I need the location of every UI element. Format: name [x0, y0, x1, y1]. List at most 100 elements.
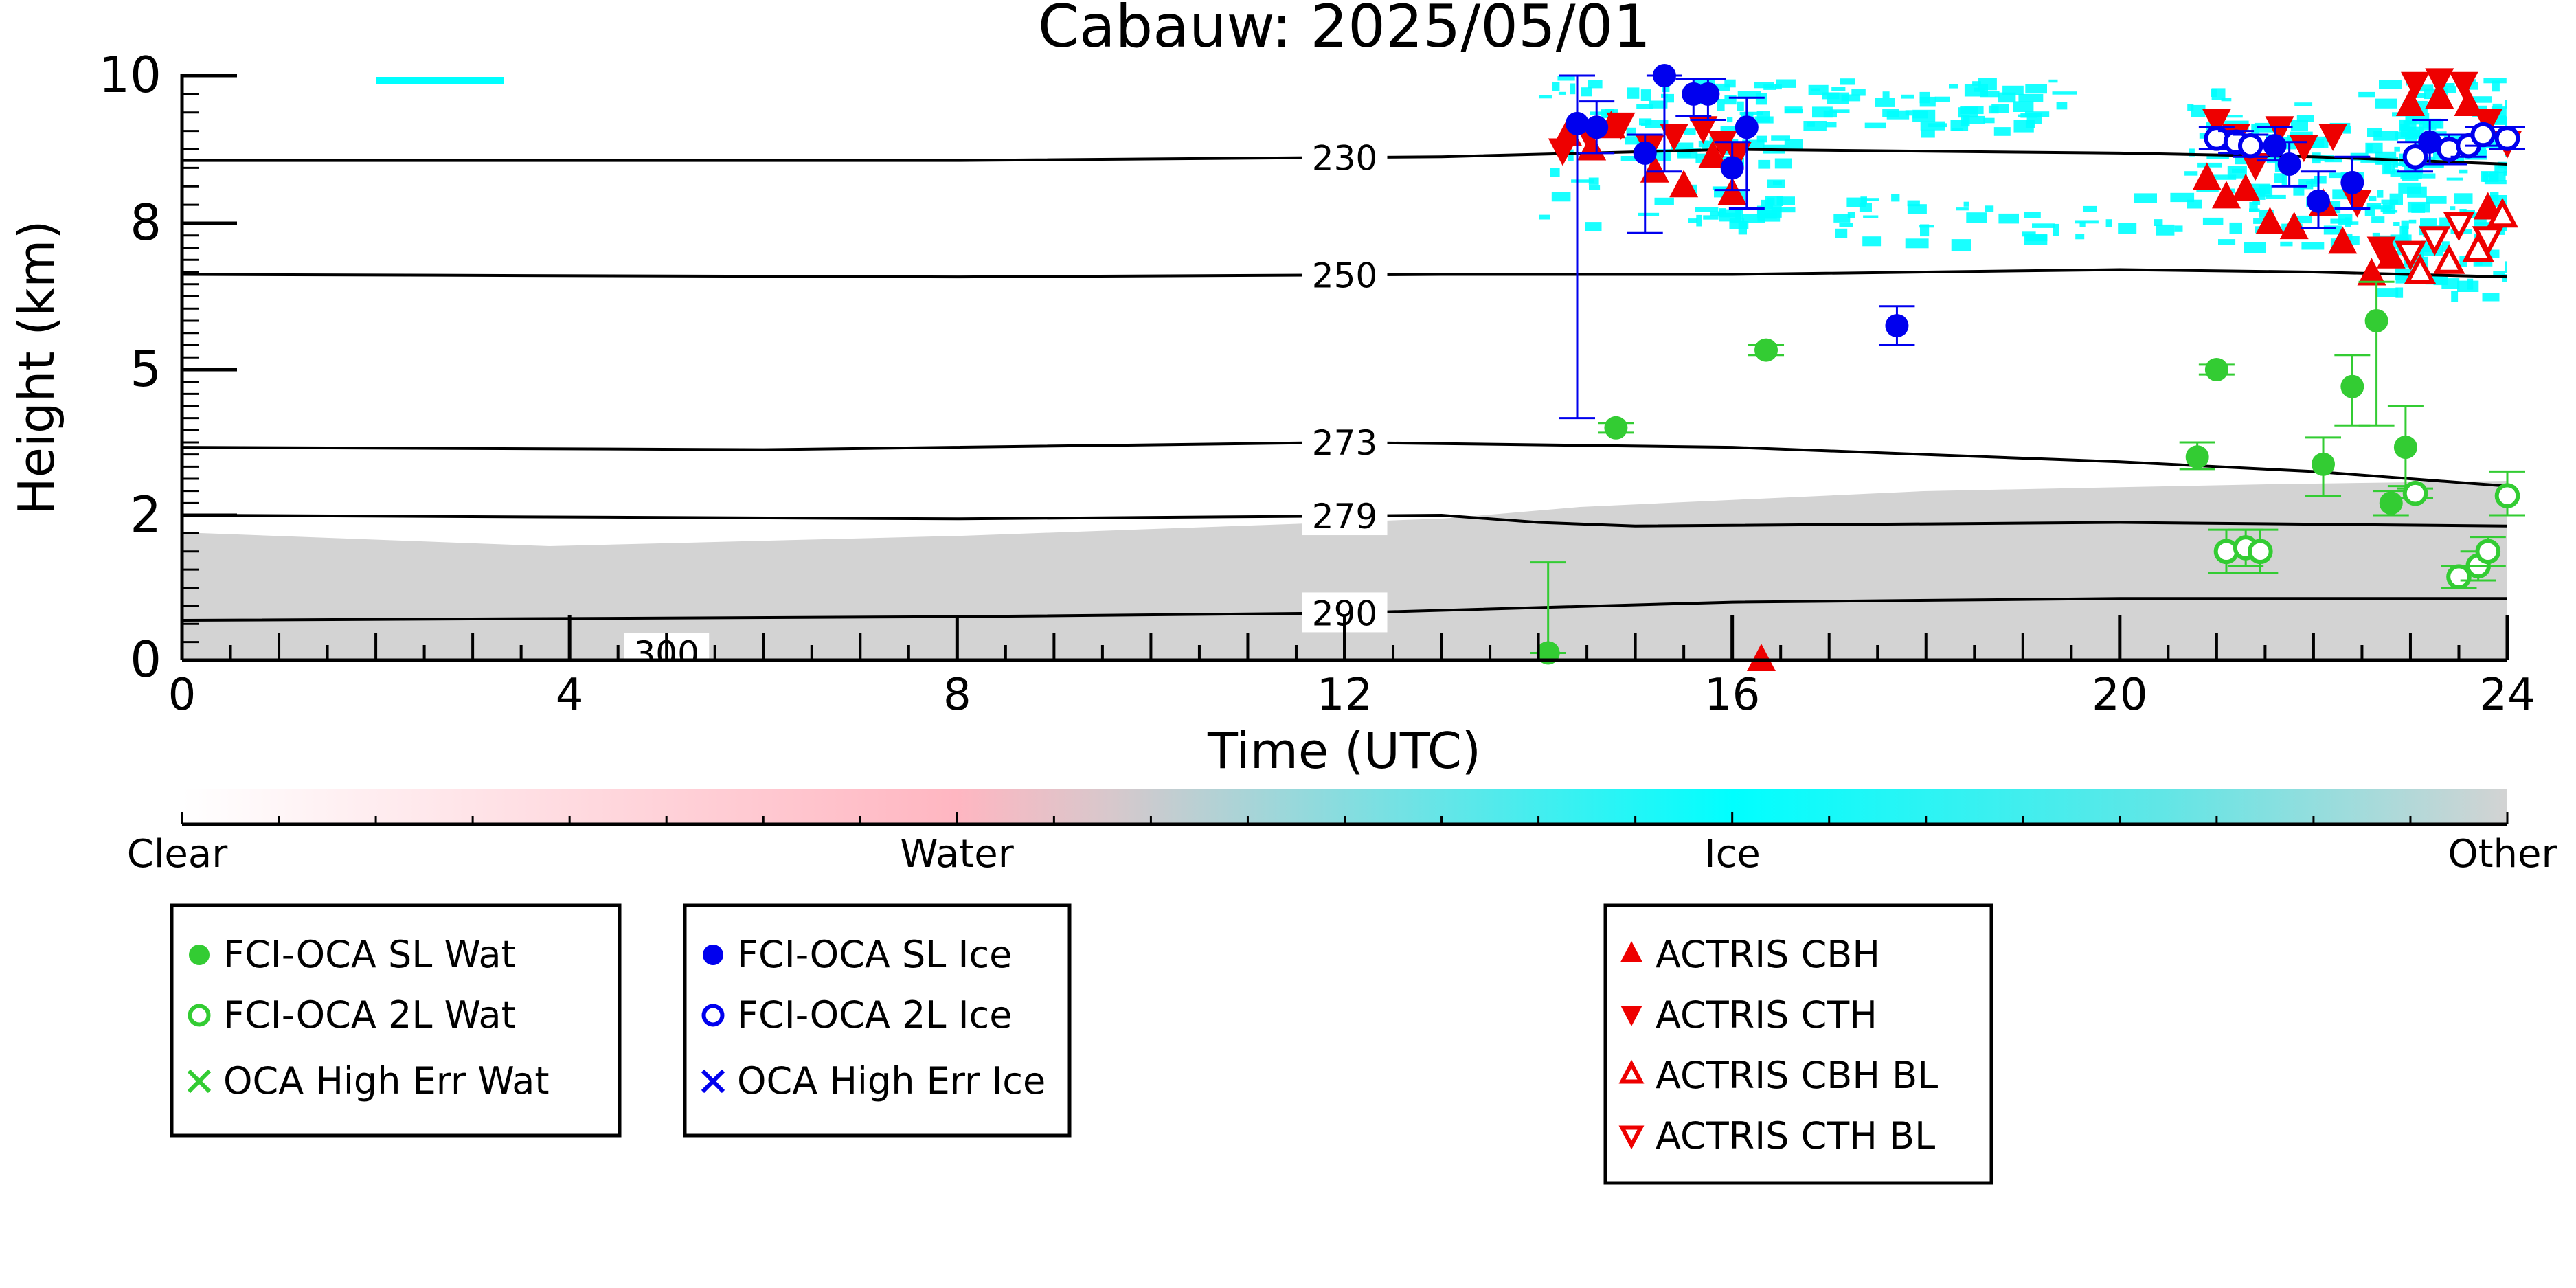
ice-pixel	[2411, 203, 2426, 213]
data-point	[2379, 491, 2403, 515]
data-series	[1530, 64, 2525, 671]
axes: 0 4 8 12 16 20 24 0 2 5 8 10	[98, 46, 2535, 721]
ice-pixel	[2280, 241, 2293, 247]
ice-pixel	[1649, 100, 1668, 109]
contour-line	[182, 440, 2507, 488]
data-point	[1669, 170, 1699, 198]
contour-label: 250	[1312, 256, 1377, 295]
ice-pixel	[2345, 221, 2359, 225]
ice-pixel	[2459, 169, 2468, 174]
ice-pixel	[2134, 193, 2157, 203]
data-point	[2394, 240, 2426, 271]
ice-pixel	[2184, 171, 2198, 176]
ice-pixel	[2412, 84, 2434, 92]
ice-pixel	[1841, 94, 1861, 102]
ice-pixel	[1847, 212, 1855, 218]
ice-pixel	[1711, 83, 1730, 91]
data-point	[2192, 162, 2222, 190]
ice-pixel	[2371, 216, 2385, 223]
ice-pixel	[1784, 106, 1803, 114]
ice-pixel	[2392, 169, 2399, 172]
data-point	[2393, 436, 2417, 460]
ice-pixel	[2075, 220, 2099, 224]
data-point	[1660, 124, 1689, 151]
ice-pixel	[1921, 129, 1935, 138]
ice-pixel	[1839, 223, 1853, 227]
data-point	[2185, 445, 2209, 469]
data-point	[2404, 253, 2437, 284]
ice-pixel	[2382, 164, 2395, 175]
data-point	[2472, 226, 2504, 256]
contour-line	[182, 597, 2507, 622]
ice-pixel	[1951, 239, 1971, 251]
ice-pixel	[1771, 207, 1796, 213]
ice-pixel	[1865, 198, 1879, 201]
ice-pixel	[2401, 220, 2409, 229]
ice-pixel	[2048, 79, 2058, 83]
ice-pixel	[1774, 84, 1782, 90]
data-point	[2340, 374, 2364, 398]
ice-pixel	[1718, 212, 1741, 218]
ice-pixel	[2441, 241, 2450, 252]
ice-pixel	[2018, 114, 2039, 117]
ice-pixel	[1717, 99, 1725, 111]
legend-label-cth: ACTRIS CTH	[1656, 993, 1877, 1037]
x-tick-label: 16	[1704, 670, 1760, 721]
ice-pixel	[2274, 173, 2285, 183]
ice-pixel	[1695, 207, 1719, 212]
data-point	[1548, 138, 1577, 166]
ice-pixel	[1552, 82, 1560, 91]
ice-pixel	[1761, 199, 1774, 210]
data-point	[2204, 358, 2228, 381]
ice-pixel	[1712, 186, 1730, 190]
ice-pixel	[2187, 104, 2194, 111]
ice-pixel	[1742, 214, 1765, 223]
ice-pixel	[2294, 102, 2313, 106]
contour-label-bg	[1302, 495, 1388, 536]
ice-pixel	[1907, 200, 1920, 207]
contour-label: 279	[1312, 497, 1377, 536]
ice-pixel	[1905, 238, 1929, 249]
ice-pixel	[1688, 218, 1698, 223]
legend-marker	[1618, 1059, 1645, 1084]
ice-pixel	[2053, 223, 2059, 236]
ice-pixel	[2156, 224, 2175, 236]
ice-pixel	[1754, 116, 1774, 124]
series-actris-cth-bl	[2394, 212, 2504, 271]
legend-marker	[188, 1004, 211, 1027]
y-tick-label: 5	[130, 340, 161, 398]
data-point	[2306, 189, 2330, 213]
x-tick-label: 0	[168, 670, 196, 721]
colorbar-label-ice: Ice	[1704, 832, 1761, 877]
ice-pixel	[1864, 122, 1886, 129]
ice-pixel	[1620, 156, 1638, 161]
data-point	[2328, 226, 2358, 254]
data-point	[1698, 140, 1728, 168]
ice-pixel	[1773, 181, 1782, 185]
ice-pixel	[1539, 95, 1552, 99]
ice-patch	[376, 77, 504, 84]
legend-label-sl-wat: FCI-OCA SL Wat	[223, 933, 516, 976]
contour-label-bg	[1302, 422, 1388, 462]
ice-pixel	[2324, 157, 2342, 163]
ice-pixel	[2503, 170, 2507, 176]
ice-pixel	[1627, 87, 1640, 99]
ice-pixel	[1568, 149, 1574, 161]
x-tick-label: 24	[2479, 670, 2535, 721]
ice-pixel	[2310, 178, 2318, 187]
legend-ice: FCI-OCA SL Ice FCI-OCA 2L Ice OCA High E…	[683, 903, 1072, 1138]
data-point	[2402, 144, 2428, 170]
ice-pixel	[1905, 110, 1912, 116]
ice-pixel	[2395, 287, 2404, 298]
data-point	[2211, 181, 2241, 209]
ice-pixel	[1901, 94, 1914, 99]
ice-pixel	[2105, 219, 2112, 227]
data-point	[1652, 64, 1676, 87]
ice-pixel	[2402, 226, 2408, 236]
ice-pixel	[1920, 121, 1945, 131]
data-point	[2237, 133, 2263, 159]
data-point	[1604, 416, 1628, 440]
ice-pixel	[2446, 177, 2463, 181]
data-point	[2366, 236, 2396, 264]
ice-pixel	[2467, 278, 2474, 290]
